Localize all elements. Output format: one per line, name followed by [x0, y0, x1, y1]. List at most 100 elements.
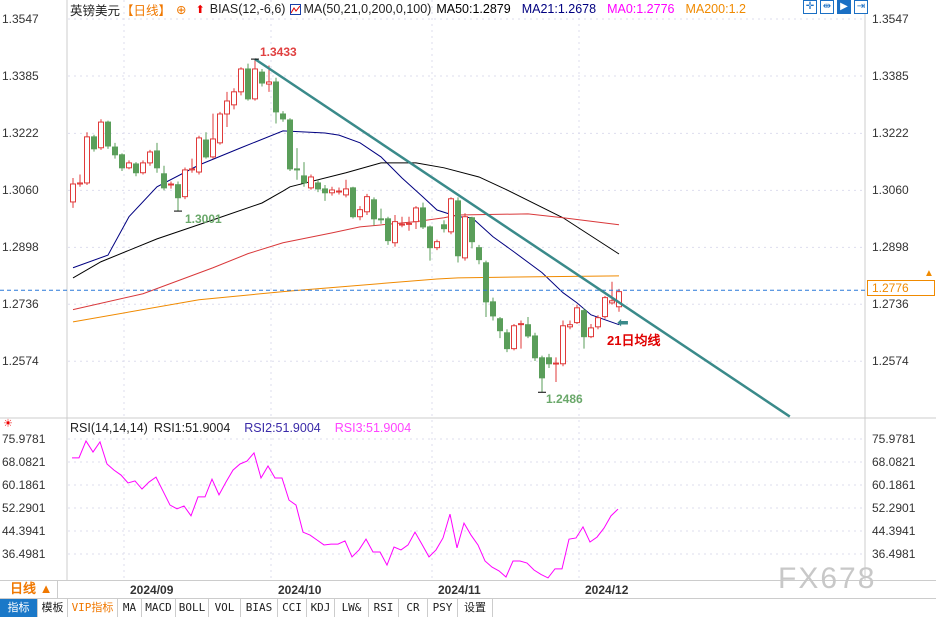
tab-macd[interactable]: MACD [142, 599, 176, 617]
rsi-tick-left: 75.9781 [2, 432, 46, 446]
tab-cr[interactable]: CR [399, 599, 428, 617]
candle-up [308, 174, 314, 190]
candle-body [357, 209, 363, 218]
candle-up [595, 315, 601, 330]
price-tick-left: 1.2736 [2, 297, 39, 312]
candle-up [448, 197, 454, 235]
low-annotation-nov: 1.2486 [546, 392, 583, 406]
rsi-params[interactable]: RSI(14,14,14) [70, 421, 148, 435]
tab-boll[interactable]: BOLL [176, 599, 209, 617]
rsi-tick-right: 60.1861 [872, 478, 916, 492]
overlays [0, 58, 865, 418]
candle-body [476, 247, 482, 261]
tab-kdj[interactable]: KDJ [307, 599, 335, 617]
candle-body [217, 113, 223, 144]
candle-body [385, 218, 391, 242]
price-tick-right: 1.2736 [872, 297, 909, 312]
candle-up [189, 158, 195, 173]
ma-chart-icon [290, 3, 302, 15]
ma21-value: MA21:1.2678 [521, 2, 597, 16]
rsi-tick-left: 60.1861 [2, 478, 46, 492]
ma-params[interactable]: MA(50,21,0,200,0,100) [303, 2, 432, 16]
rsi-settings-icon[interactable]: ☀ [3, 418, 13, 430]
candle-body [588, 327, 594, 338]
scroll-right-icon[interactable]: ▶ [837, 0, 851, 14]
candle-body [203, 139, 209, 158]
ma100-line [72, 213, 620, 311]
candle-body [539, 357, 545, 379]
candle-down [112, 142, 118, 159]
candle-down [546, 353, 552, 368]
price-tick-left: 1.3222 [2, 126, 39, 141]
date-label: 2024/11 [438, 583, 481, 597]
candle-up [224, 91, 230, 128]
fit-width-icon[interactable]: ⇹ [820, 0, 834, 14]
price-tick-left: 1.3385 [2, 68, 39, 83]
tab-indicators[interactable]: 指标 [0, 599, 38, 617]
period-selector[interactable]: 日线 ▲ [0, 580, 58, 598]
candle-body [224, 100, 230, 115]
rsi-tick-left: 68.0821 [2, 455, 46, 469]
candle-down [469, 216, 475, 249]
candle-up [567, 320, 573, 330]
rsi-tick-right: 75.9781 [872, 432, 916, 446]
candle-body [336, 190, 342, 193]
candle-down [119, 153, 125, 171]
tab-vip-indicators[interactable]: VIP指标 [68, 599, 118, 617]
candle-down [385, 216, 391, 245]
add-indicator-icon[interactable]: ⊕ [176, 2, 187, 17]
candle-up [462, 213, 468, 261]
candle-body [560, 325, 566, 365]
bias-label[interactable]: BIAS(12,-6,6) [209, 2, 286, 16]
candle-body [259, 71, 265, 84]
price-up-icon: ▲ [924, 268, 934, 279]
crosshair-icon[interactable]: ✛ [803, 0, 817, 14]
tab-bias[interactable]: BIAS [241, 599, 278, 617]
candle-down [378, 208, 384, 224]
candle-body [392, 221, 398, 244]
candle-body [168, 183, 174, 186]
candle-up [357, 206, 363, 221]
tab-lwr[interactable]: LW& [335, 599, 369, 617]
candle-up [147, 149, 153, 166]
tab-psy[interactable]: PSY [428, 599, 458, 617]
tab-rsi[interactable]: RSI [369, 599, 399, 617]
price-tick-right: 1.3385 [872, 68, 909, 83]
candle-body [441, 224, 447, 230]
candle-body [574, 307, 580, 324]
candle-body [98, 121, 104, 149]
candle-body [266, 81, 272, 85]
candle-body [91, 136, 97, 150]
price-tick-right: 1.3060 [872, 183, 909, 198]
tab-ma[interactable]: MA [118, 599, 142, 617]
candle-up [560, 320, 566, 367]
tab-templates[interactable]: 模板 [38, 599, 68, 617]
candle-body [210, 138, 216, 158]
tab-settings[interactable]: 设置 [458, 599, 493, 617]
period-label[interactable]: 【日线】 [121, 3, 172, 18]
candle-down [315, 179, 321, 193]
candle-up [98, 119, 104, 150]
jump-latest-icon[interactable]: ⇥ [854, 0, 868, 14]
rsi-tick-right: 44.3941 [872, 524, 916, 538]
rsi3-value: RSI3:51.9004 [334, 421, 412, 435]
price-tick-right: 1.2574 [872, 354, 909, 369]
tab-vol[interactable]: VOL [209, 599, 241, 617]
candle-up [168, 181, 174, 189]
date-label: 2024/12 [585, 583, 629, 597]
candle-body [119, 154, 125, 169]
candle-down [294, 148, 300, 180]
rsi1-value: RSI1:51.9004 [153, 421, 231, 435]
tab-cci[interactable]: CCI [278, 599, 307, 617]
date-axis [0, 580, 936, 599]
candle-up [399, 216, 405, 228]
rsi-tick-right: 68.0821 [872, 455, 916, 469]
candle-body [196, 137, 202, 173]
candle-up [602, 295, 608, 319]
candle-body [371, 199, 377, 220]
candle-up [210, 113, 216, 159]
candle-up [574, 304, 580, 325]
price-tick-left: 1.3060 [2, 183, 39, 198]
candle-body [175, 184, 181, 199]
